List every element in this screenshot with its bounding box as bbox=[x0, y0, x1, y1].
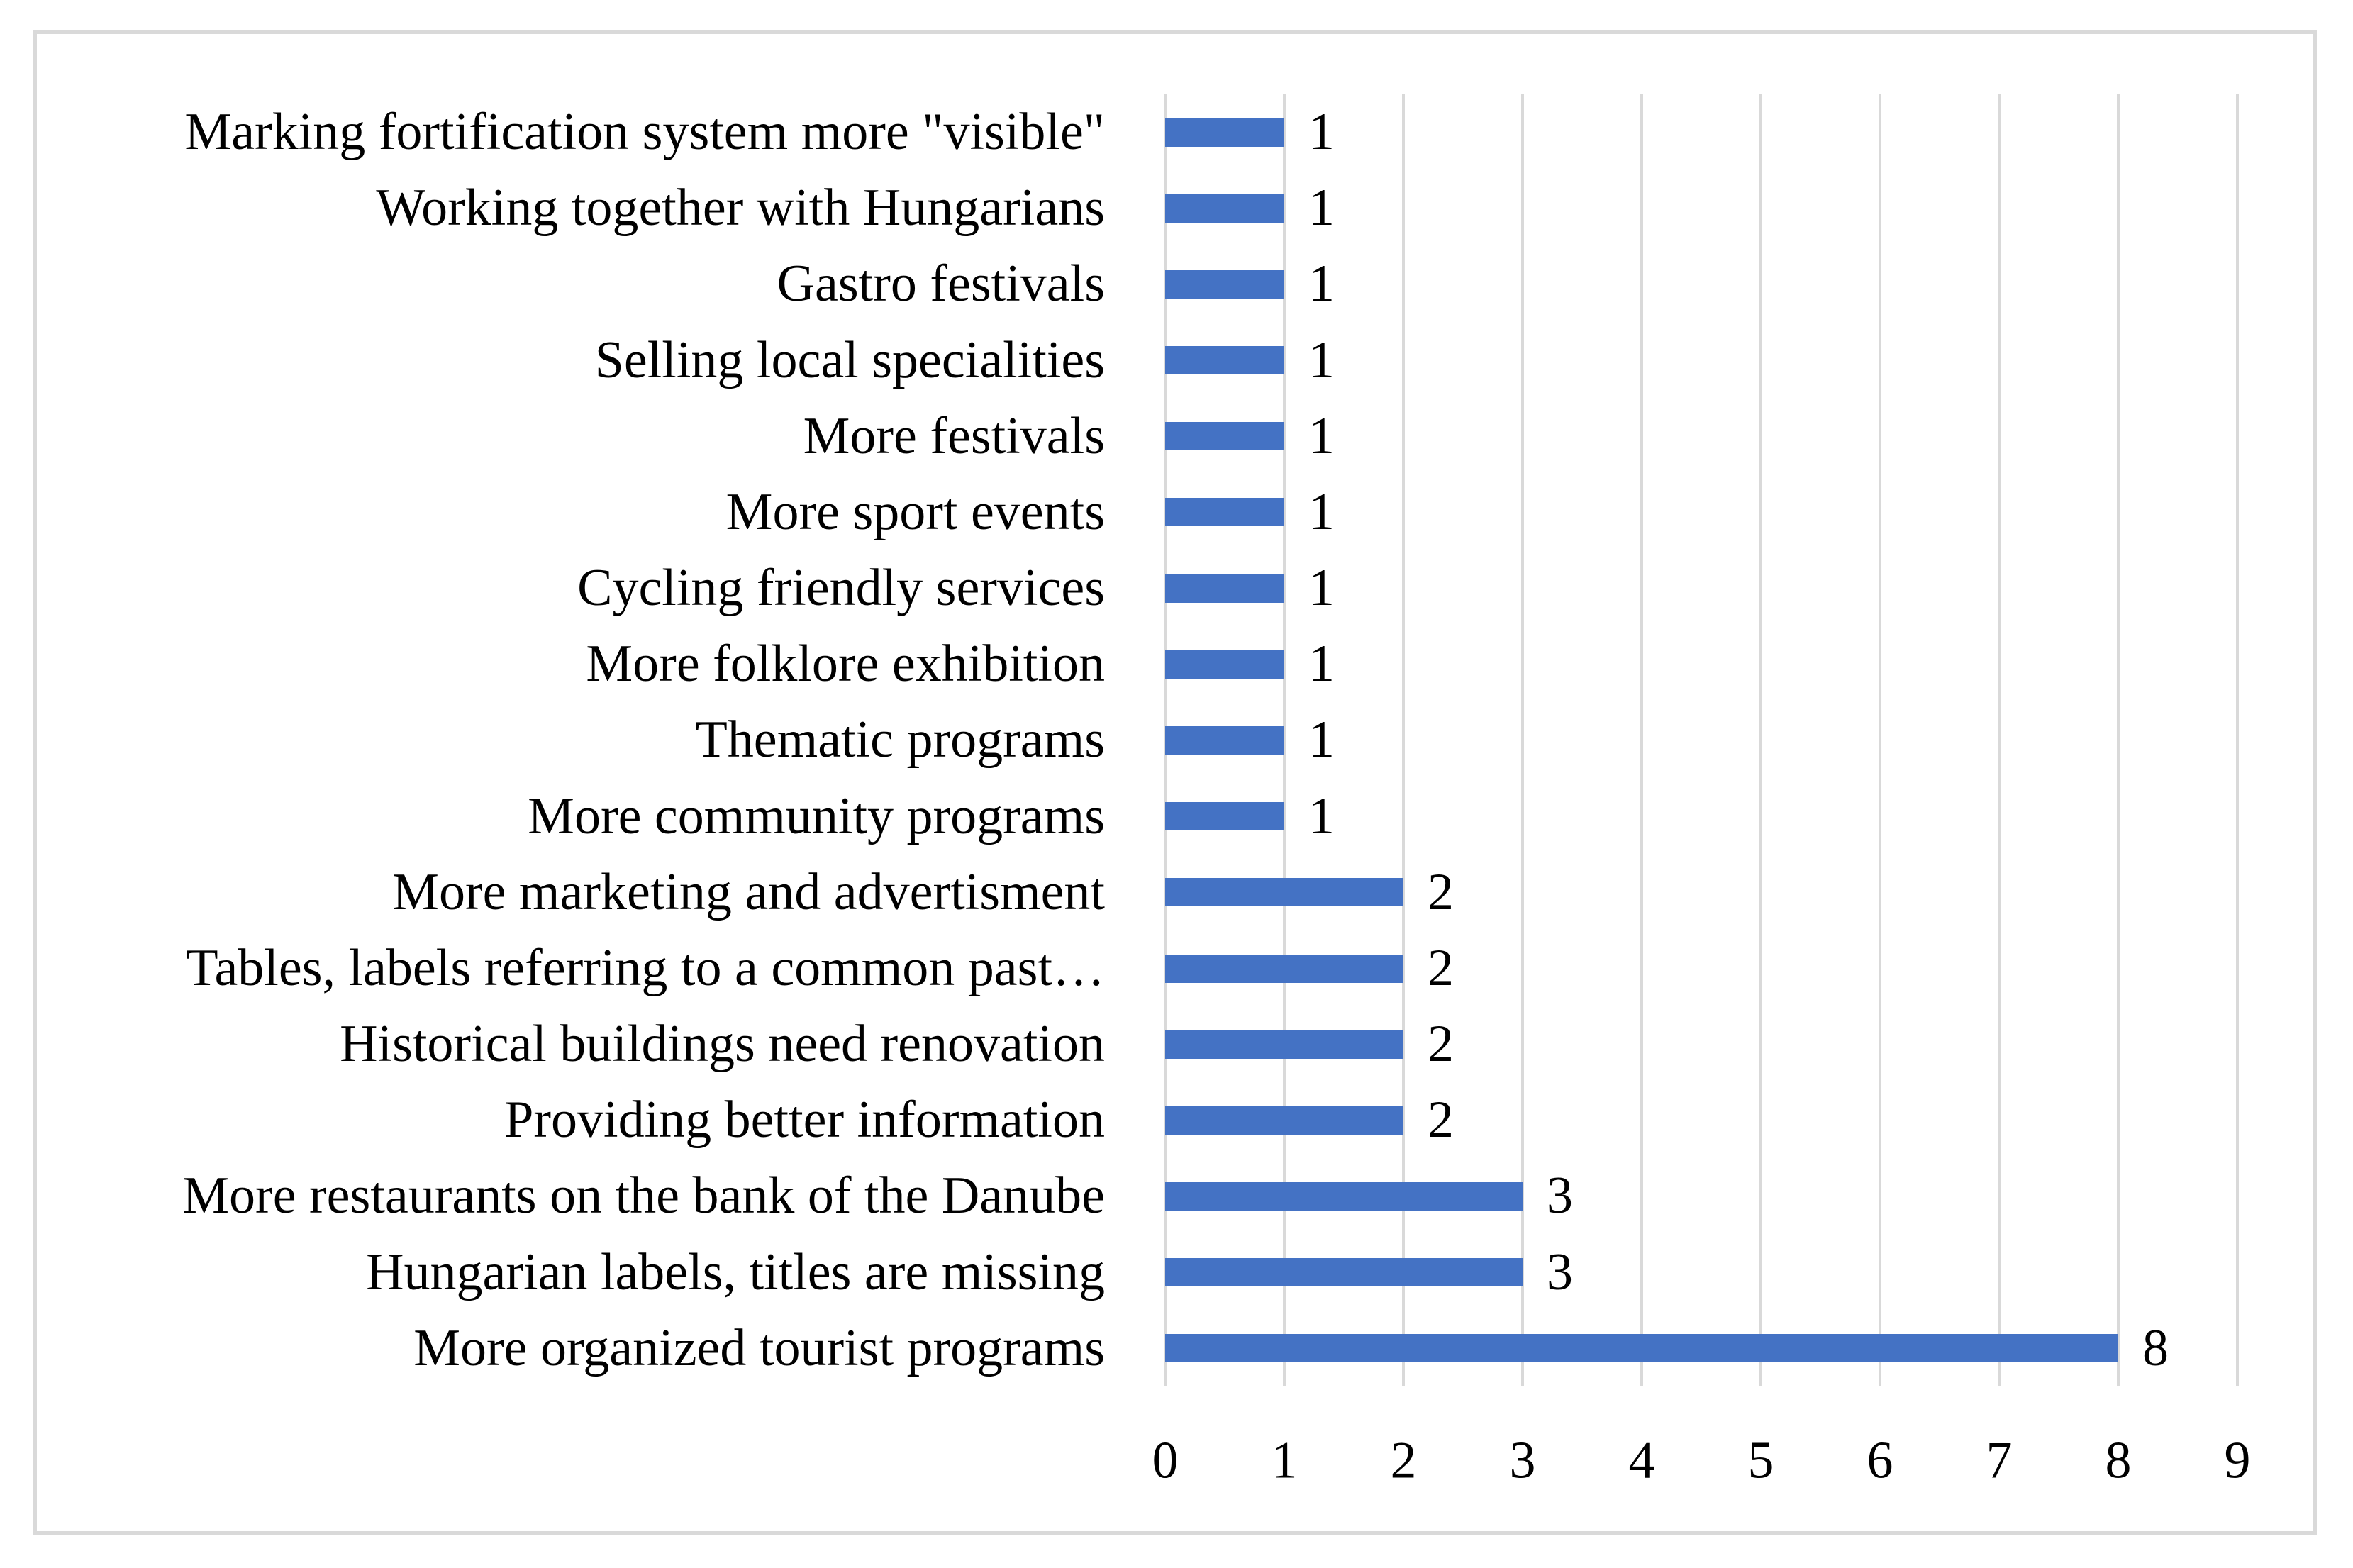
value-label: 1 bbox=[1308, 255, 1335, 313]
bar bbox=[1165, 194, 1284, 223]
value-label: 2 bbox=[1428, 862, 1454, 921]
bar bbox=[1165, 802, 1284, 831]
bar bbox=[1165, 346, 1284, 375]
value-label: 1 bbox=[1308, 482, 1335, 541]
x-tick-label: 8 bbox=[2105, 1431, 2132, 1490]
bar bbox=[1165, 726, 1284, 755]
bar bbox=[1165, 498, 1284, 527]
x-tick-label: 0 bbox=[1152, 1431, 1179, 1490]
category-label: More festivals bbox=[803, 406, 1105, 465]
category-label: More community programs bbox=[528, 786, 1105, 845]
value-label: 3 bbox=[1547, 1167, 1573, 1225]
x-tick-label: 1 bbox=[1271, 1431, 1298, 1490]
value-label: 1 bbox=[1308, 103, 1335, 161]
bar bbox=[1165, 878, 1403, 907]
value-label: 1 bbox=[1308, 711, 1335, 769]
bar bbox=[1165, 422, 1284, 451]
gridline bbox=[1998, 94, 2001, 1386]
category-label: Gastro festivals bbox=[777, 255, 1105, 313]
category-label: Tables, labels referring to a common pas… bbox=[186, 938, 1105, 997]
value-label: 1 bbox=[1308, 330, 1335, 389]
value-label: 8 bbox=[2142, 1318, 2169, 1377]
bar bbox=[1165, 954, 1403, 983]
value-label: 1 bbox=[1308, 635, 1335, 694]
x-tick-label: 7 bbox=[1986, 1431, 2013, 1490]
category-label: More sport events bbox=[725, 482, 1105, 541]
value-label: 2 bbox=[1428, 1015, 1454, 1074]
gridline bbox=[1640, 94, 1643, 1386]
category-label: Cycling friendly services bbox=[577, 559, 1105, 618]
gridline bbox=[1759, 94, 1762, 1386]
category-label: More marketing and advertisment bbox=[392, 862, 1105, 921]
category-label: More restaurants on the bank of the Danu… bbox=[182, 1167, 1105, 1225]
value-label: 3 bbox=[1547, 1242, 1573, 1301]
bar bbox=[1165, 1030, 1403, 1059]
bar bbox=[1165, 118, 1284, 147]
gridline bbox=[2117, 94, 2120, 1386]
bar bbox=[1165, 1334, 2118, 1363]
gridline bbox=[1879, 94, 1881, 1386]
category-label: Hungarian labels, titles are missing bbox=[366, 1242, 1105, 1301]
category-label: Working together with Hungarians bbox=[376, 179, 1105, 238]
x-tick-label: 2 bbox=[1390, 1431, 1417, 1490]
bar bbox=[1165, 1182, 1523, 1211]
bar bbox=[1165, 574, 1284, 603]
x-tick-label: 6 bbox=[1867, 1431, 1893, 1490]
gridline bbox=[1521, 94, 1524, 1386]
bar bbox=[1165, 1258, 1523, 1287]
category-label: Thematic programs bbox=[695, 711, 1105, 769]
bar bbox=[1165, 269, 1284, 299]
category-label: Marking fortification system more "visib… bbox=[184, 103, 1105, 161]
gridline bbox=[2236, 94, 2239, 1386]
category-label: Historical buildings need renovation bbox=[340, 1015, 1105, 1074]
bar bbox=[1165, 1106, 1403, 1135]
value-label: 1 bbox=[1308, 559, 1335, 618]
category-label: More organized tourist programs bbox=[413, 1318, 1105, 1377]
x-tick-label: 4 bbox=[1628, 1431, 1655, 1490]
x-tick-label: 5 bbox=[1747, 1431, 1774, 1490]
x-tick-label: 3 bbox=[1509, 1431, 1536, 1490]
category-label: Selling local specialities bbox=[594, 330, 1105, 389]
category-label: More folklore exhibition bbox=[586, 635, 1105, 694]
value-label: 2 bbox=[1428, 1091, 1454, 1150]
value-label: 2 bbox=[1428, 938, 1454, 997]
x-tick-label: 9 bbox=[2224, 1431, 2251, 1490]
value-label: 1 bbox=[1308, 786, 1335, 845]
category-label: Providing better information bbox=[504, 1091, 1105, 1150]
gridline bbox=[1283, 94, 1286, 1386]
gridline bbox=[1402, 94, 1405, 1386]
bar bbox=[1165, 650, 1284, 679]
value-label: 1 bbox=[1308, 406, 1335, 465]
value-label: 1 bbox=[1308, 179, 1335, 238]
